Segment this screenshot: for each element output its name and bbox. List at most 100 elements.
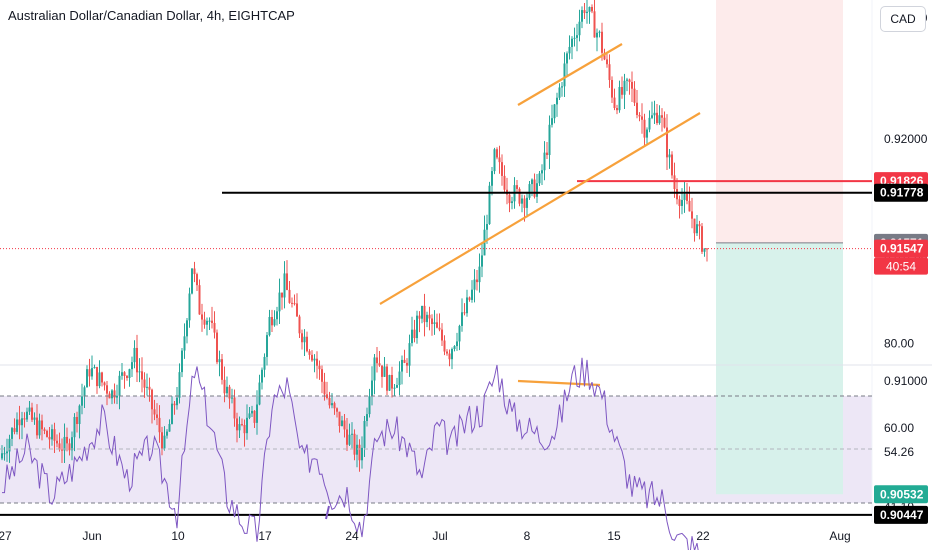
candle-body xyxy=(368,396,371,415)
candle-body xyxy=(198,285,201,315)
candle-body xyxy=(668,154,671,158)
candle-body xyxy=(458,325,461,342)
time-tick-label: 22 xyxy=(696,529,710,543)
candle-body xyxy=(706,248,708,250)
candle-body xyxy=(571,38,573,47)
candle-body xyxy=(611,79,613,98)
candle-body xyxy=(638,115,641,117)
candle-body xyxy=(191,268,193,294)
candle-body xyxy=(523,198,526,208)
candle-body xyxy=(598,31,601,33)
candle-body xyxy=(323,381,326,395)
candle-body xyxy=(271,316,273,326)
candle-body xyxy=(528,184,531,198)
candle-body xyxy=(428,314,431,319)
candle-body xyxy=(643,119,646,138)
candle-body xyxy=(31,407,33,420)
candle-body xyxy=(386,366,388,391)
candle-body xyxy=(426,314,428,323)
candle-body xyxy=(546,152,548,156)
candle-body xyxy=(116,395,118,398)
candle-body xyxy=(468,297,471,300)
price-tick-label: 0.91000 xyxy=(884,374,928,388)
candle-body xyxy=(233,397,236,419)
candle-body xyxy=(418,315,421,319)
candle-body xyxy=(531,179,533,185)
countdown-tag xyxy=(874,257,928,275)
candle-body xyxy=(156,414,158,418)
rsi-line xyxy=(2,357,699,550)
candle-body xyxy=(683,194,686,200)
candle-body xyxy=(226,386,228,394)
candle-body xyxy=(236,418,238,431)
candle-body xyxy=(371,380,373,397)
candle-body xyxy=(518,188,521,204)
price-tag xyxy=(874,183,928,202)
candle-body xyxy=(321,369,323,382)
candle-body xyxy=(88,369,91,377)
candle-body xyxy=(213,322,216,333)
candle-body xyxy=(608,64,611,80)
candle-body xyxy=(678,199,681,206)
candle-body xyxy=(581,10,583,22)
candle-body xyxy=(301,333,303,343)
candle-body xyxy=(196,274,198,286)
candle-body xyxy=(86,369,88,388)
currency-button[interactable]: CAD xyxy=(880,6,926,32)
candle-body xyxy=(446,351,448,354)
candle-body xyxy=(396,385,398,388)
candle-body xyxy=(256,404,258,423)
candle-body xyxy=(298,316,301,334)
candle-body xyxy=(388,374,391,391)
candle-body xyxy=(628,79,631,82)
candle-body xyxy=(163,435,166,449)
candle-body xyxy=(136,347,138,373)
candle-body xyxy=(23,418,26,420)
candle-body xyxy=(83,387,86,397)
candle-body xyxy=(471,289,473,300)
candle-body xyxy=(501,162,503,176)
candle-body xyxy=(356,444,358,455)
candle-body xyxy=(203,319,206,325)
candle-body xyxy=(11,428,13,439)
price-tick-label: 0.92000 xyxy=(884,132,928,146)
rsi-tick-label: 60.00 xyxy=(884,421,914,435)
candle-body xyxy=(108,393,111,399)
candle-body xyxy=(656,112,658,124)
candle-body xyxy=(138,371,141,373)
candle-body xyxy=(168,423,171,432)
candle-body xyxy=(146,386,148,388)
candle-body xyxy=(48,436,51,440)
candle-body xyxy=(288,289,291,303)
candle-body xyxy=(178,372,181,398)
candle-body xyxy=(251,410,253,414)
candle-body xyxy=(113,390,116,398)
candle-body xyxy=(338,411,341,427)
candle-body xyxy=(701,226,703,252)
candle-body xyxy=(103,382,106,386)
candle-body xyxy=(391,374,393,389)
candle-body xyxy=(453,346,456,349)
candle-body xyxy=(43,429,46,431)
candle-body xyxy=(363,420,366,448)
candle-body xyxy=(61,449,63,451)
candle-body xyxy=(606,59,608,65)
candle-body xyxy=(686,194,688,201)
time-tick-label: 10 xyxy=(171,529,185,543)
candle-body xyxy=(496,149,498,158)
candle-body xyxy=(81,396,83,406)
candle-body xyxy=(493,149,496,172)
candle-body xyxy=(361,447,363,461)
candle-body xyxy=(593,11,596,38)
candle-body xyxy=(533,179,536,197)
candle-body xyxy=(141,371,143,380)
candle-body xyxy=(381,365,383,377)
candle-body xyxy=(73,416,76,438)
candle-body xyxy=(456,341,458,347)
rsi-divergence-line xyxy=(517,379,601,387)
candle-body xyxy=(646,129,648,138)
candle-body xyxy=(153,409,156,415)
candle-body xyxy=(631,81,633,89)
candle-body xyxy=(311,354,313,361)
